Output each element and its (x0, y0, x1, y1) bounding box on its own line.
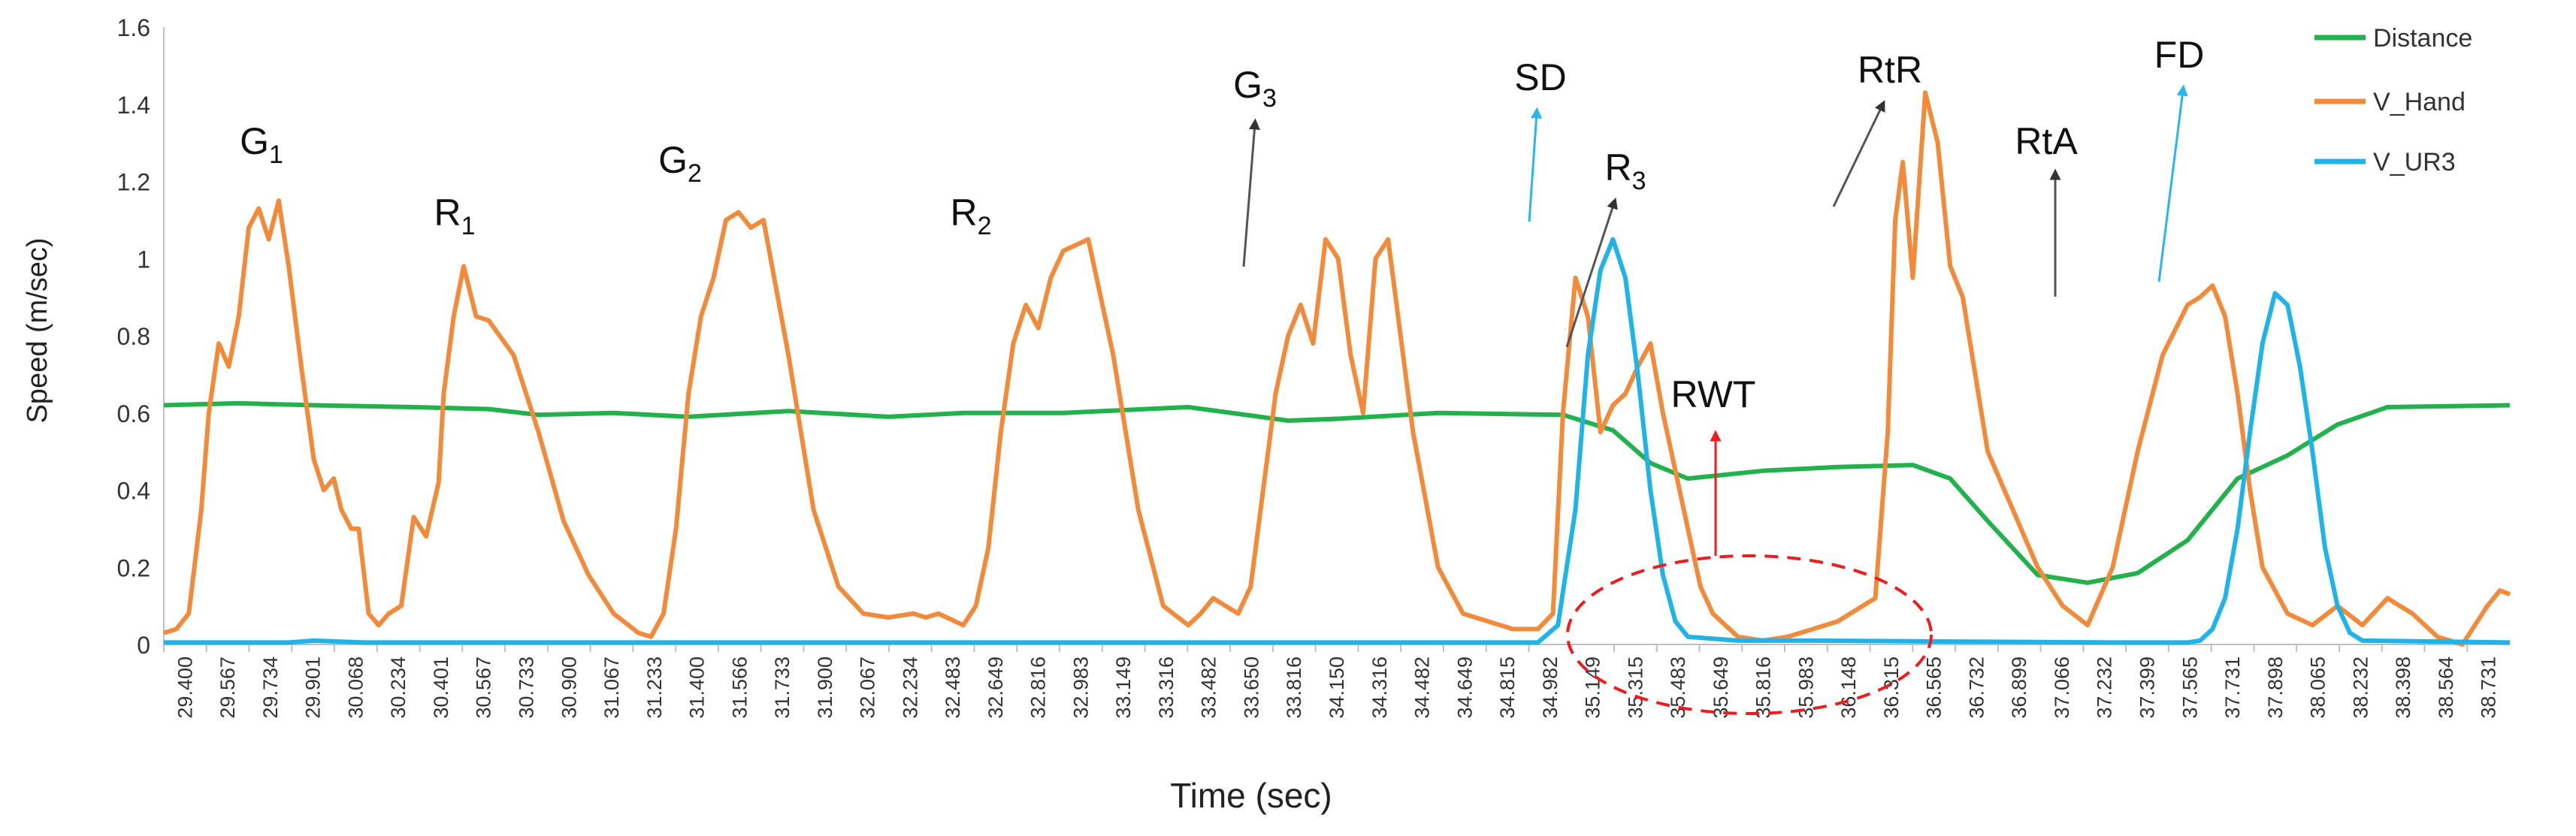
x-tick-label: 38.398 (2392, 656, 2414, 719)
x-tick-label: 31.900 (814, 656, 836, 719)
x-tick-label: 29.901 (302, 656, 325, 719)
legend-label-distance: Distance (2373, 24, 2472, 53)
g3-arrow (1242, 118, 1260, 267)
x-tick-label: 32.483 (942, 656, 964, 719)
x-tick-label: 32.234 (899, 656, 921, 719)
x-tick-label: 37.565 (2178, 656, 2201, 719)
annotation-g2: G2 (658, 139, 702, 188)
x-tick-label: 37.731 (2221, 656, 2244, 719)
x-tick-label: 29.734 (259, 656, 282, 719)
x-tick-label: 36.732 (1965, 656, 1988, 719)
annotation-fd: FD (2154, 34, 2205, 76)
y-tick-label: 1 (137, 246, 150, 273)
x-tick-label: 38.232 (2349, 656, 2372, 719)
x-axis: 29.400 29.567 29.734 29.901 30.068 30.234 30.4… (163, 644, 2510, 719)
x-tick-label: 34.482 (1411, 656, 1434, 719)
annotation-r1: R1 (434, 192, 475, 240)
series-line-v-hand (163, 90, 2511, 647)
x-tick-label: 34.150 (1326, 656, 1348, 719)
x-tick-label: 32.649 (984, 656, 1007, 719)
series-line-v-ur3 (164, 237, 2511, 645)
x-tick-label: 30.068 (344, 656, 367, 719)
x-tick-label: 35.816 (1752, 656, 1775, 719)
y-tick-label: 0 (137, 632, 150, 659)
legend: Distance V_Hand V_UR3 (2314, 24, 2472, 177)
x-tick-label: 36.148 (1837, 656, 1860, 719)
x-tick-label: 36.899 (2008, 656, 2030, 719)
y-tick-label: 0.6 (117, 400, 150, 427)
annotation-rwt: RWT (1671, 373, 1756, 415)
y-axis: 0 0.2 0.4 0.6 0.8 1 1.2 1.4 1.6 (117, 14, 165, 659)
x-tick-label: 33.650 (1240, 656, 1262, 719)
x-tick-label: 33.816 (1283, 656, 1305, 719)
annotation-g1: G1 (240, 120, 283, 169)
x-tick-label: 37.066 (2051, 656, 2073, 719)
y-tick-label: 0.4 (117, 478, 150, 505)
annotations: G1 R1 G2 R2 G3 SD R3 RWT RtR RtA FD (240, 34, 2205, 715)
x-tick-label: 29.567 (216, 656, 239, 719)
r3-arrow (1565, 197, 1618, 348)
y-axis-label: Speed (m/sec) (22, 237, 53, 423)
series-lines (163, 90, 2511, 647)
legend-label-v-ur3: V_UR3 (2373, 148, 2456, 177)
x-tick-label: 38.065 (2307, 656, 2330, 719)
y-tick-label: 1.2 (117, 169, 150, 196)
y-tick-label: 0.2 (117, 554, 150, 581)
x-tick-label: 36.565 (1923, 656, 1946, 719)
x-tick-label: 31.400 (686, 656, 709, 719)
x-tick-label: 34.982 (1539, 656, 1562, 719)
x-tick-label: 31.067 (600, 656, 623, 719)
annotation-r3: R3 (1604, 146, 1646, 195)
series-line-distance (163, 400, 2511, 585)
x-tick-label: 35.649 (1710, 656, 1732, 719)
x-tick-label: 38.564 (2435, 656, 2457, 719)
x-tick-label: 35.315 (1624, 656, 1646, 719)
x-tick-label: 37.898 (2264, 656, 2287, 719)
x-tick-label: 33.149 (1112, 656, 1135, 719)
x-tick-label: 31.733 (771, 656, 794, 719)
x-tick-label: 33.482 (1198, 656, 1220, 719)
x-tick-label: 34.316 (1368, 656, 1391, 719)
x-tick-label: 30.567 (473, 656, 495, 719)
annotation-rta: RtA (2015, 120, 2078, 162)
sd-arrow (1528, 107, 1542, 222)
x-tick-label: 33.316 (1155, 656, 1178, 719)
y-tick-label: 1.6 (117, 14, 150, 41)
legend-label-v-hand: V_Hand (2373, 88, 2466, 116)
x-tick-label: 30.401 (430, 656, 452, 719)
x-tick-label: 32.067 (857, 656, 879, 719)
x-tick-label: 30.733 (515, 656, 537, 719)
x-tick-label: 30.234 (387, 656, 410, 719)
annotation-g3: G3 (1233, 64, 1277, 113)
x-tick-label: 29.400 (174, 656, 196, 719)
x-tick-label: 32.983 (1069, 656, 1092, 719)
annotation-rtr: RtR (1858, 49, 1922, 91)
x-tick-label: 34.649 (1453, 656, 1476, 719)
fd-arrow (2157, 84, 2188, 282)
x-tick-label: 31.566 (728, 656, 751, 719)
annotation-r2: R2 (950, 192, 991, 240)
x-tick-label: 38.731 (2478, 656, 2500, 719)
x-tick-label: 34.815 (1496, 656, 1519, 719)
x-tick-label: 31.233 (643, 656, 666, 719)
rtr-arrow (1832, 100, 1885, 207)
x-tick-label: 37.399 (2136, 656, 2159, 719)
x-axis-label: Time (sec) (1170, 776, 1332, 815)
y-tick-label: 0.8 (117, 323, 150, 350)
x-tick-label: 35.149 (1582, 656, 1604, 719)
y-tick-label: 1.4 (117, 92, 150, 119)
x-tick-label: 30.900 (558, 656, 580, 719)
rwt-ellipse (1566, 554, 1933, 715)
x-tick-label: 32.816 (1027, 656, 1050, 719)
annotation-sd: SD (1514, 56, 1566, 98)
x-tick-label: 37.232 (2094, 656, 2116, 719)
